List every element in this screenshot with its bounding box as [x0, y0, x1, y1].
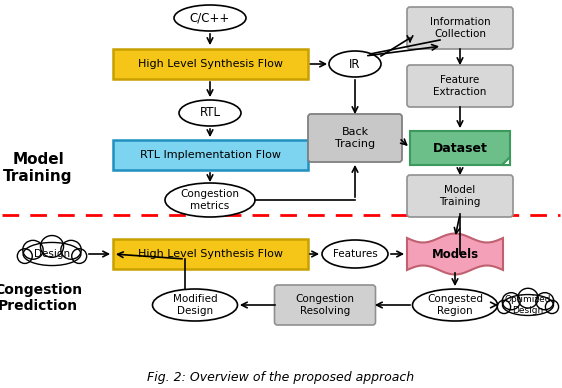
Ellipse shape	[536, 293, 554, 310]
Ellipse shape	[497, 300, 511, 314]
Text: Model
Training: Model Training	[439, 185, 481, 207]
Ellipse shape	[329, 51, 381, 77]
Text: Optimized
Design: Optimized Design	[505, 295, 551, 315]
Text: Back
Tracing: Back Tracing	[335, 127, 375, 149]
Text: Feature
Extraction: Feature Extraction	[433, 75, 487, 97]
Ellipse shape	[322, 240, 388, 268]
Text: High Level Synthesis Flow: High Level Synthesis Flow	[138, 59, 283, 69]
Ellipse shape	[152, 289, 238, 321]
Text: Congested
Region: Congested Region	[427, 294, 483, 316]
Text: Dataset: Dataset	[433, 142, 487, 154]
Ellipse shape	[502, 294, 554, 316]
FancyBboxPatch shape	[410, 131, 510, 165]
Text: Information
Collection: Information Collection	[430, 17, 490, 39]
Text: Congestion
metrics: Congestion metrics	[180, 189, 239, 211]
Text: High Level Synthesis Flow: High Level Synthesis Flow	[138, 249, 283, 259]
Ellipse shape	[179, 100, 241, 126]
FancyBboxPatch shape	[407, 7, 513, 49]
Text: Modified
Design: Modified Design	[173, 294, 217, 316]
Ellipse shape	[545, 300, 559, 314]
Text: Congestion
Resolving: Congestion Resolving	[296, 294, 355, 316]
Polygon shape	[407, 234, 503, 274]
Text: IR: IR	[349, 57, 361, 71]
Ellipse shape	[413, 289, 497, 321]
Ellipse shape	[22, 240, 43, 259]
Text: RTL: RTL	[200, 106, 220, 120]
Text: C/C++: C/C++	[190, 12, 230, 24]
Text: RTL Implementation Flow: RTL Implementation Flow	[139, 150, 280, 160]
FancyBboxPatch shape	[112, 49, 307, 79]
FancyBboxPatch shape	[112, 140, 307, 170]
Ellipse shape	[165, 183, 255, 217]
FancyBboxPatch shape	[407, 65, 513, 107]
Ellipse shape	[502, 293, 520, 310]
FancyBboxPatch shape	[407, 175, 513, 217]
Ellipse shape	[23, 241, 81, 267]
Text: Congestion
Prediction: Congestion Prediction	[0, 283, 82, 313]
Polygon shape	[502, 157, 510, 165]
FancyBboxPatch shape	[112, 239, 307, 269]
Text: Fig. 2: Overview of the proposed approach: Fig. 2: Overview of the proposed approac…	[147, 371, 415, 385]
Ellipse shape	[174, 5, 246, 31]
Text: Models: Models	[432, 248, 479, 260]
Text: Design: Design	[34, 249, 70, 259]
Ellipse shape	[61, 240, 81, 259]
Ellipse shape	[17, 249, 32, 263]
Text: Model
Training: Model Training	[3, 152, 72, 184]
FancyBboxPatch shape	[274, 285, 375, 325]
Ellipse shape	[40, 236, 64, 257]
Ellipse shape	[518, 288, 538, 308]
Text: Features: Features	[333, 249, 377, 259]
FancyBboxPatch shape	[308, 114, 402, 162]
Ellipse shape	[72, 249, 87, 263]
